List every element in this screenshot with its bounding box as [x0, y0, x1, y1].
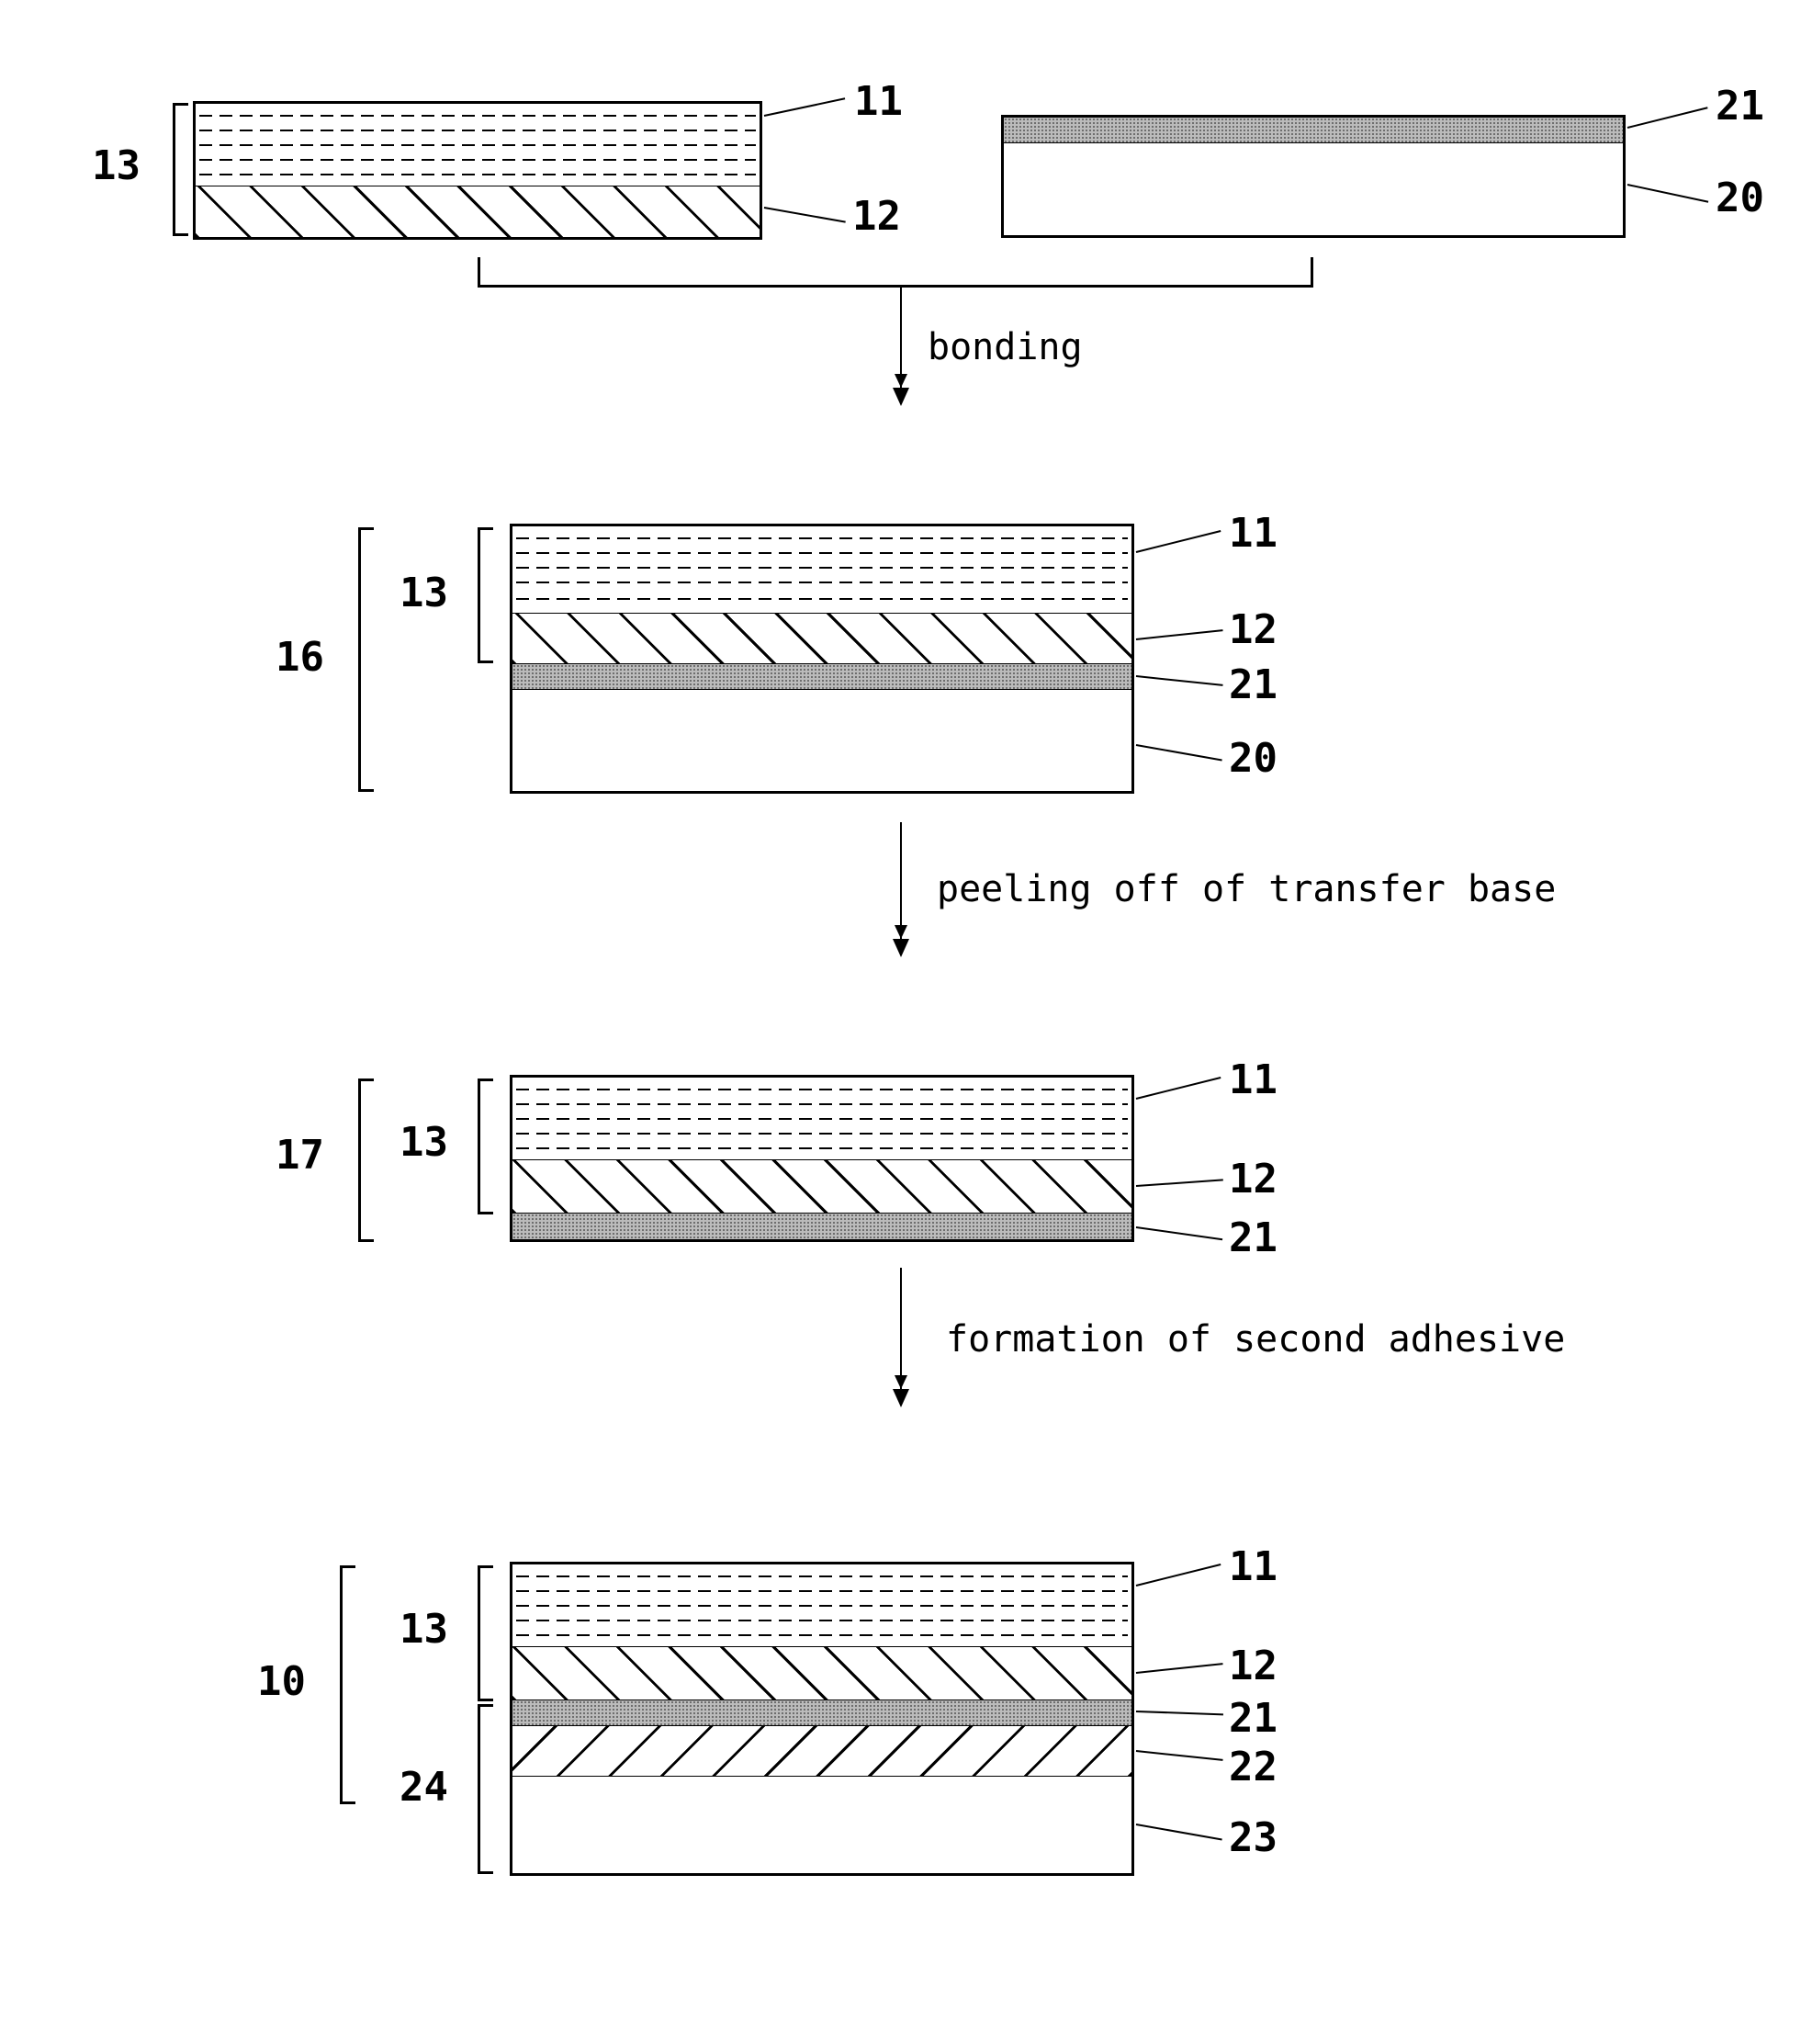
leader-12c: [1136, 1179, 1223, 1187]
layer-stack-13a: [193, 101, 762, 240]
leader-21c: [1136, 1226, 1222, 1240]
ref-16: 16: [276, 634, 324, 681]
ref-13b: 13: [400, 570, 448, 616]
leader-12d: [1136, 1663, 1223, 1674]
stage3: [510, 1075, 1134, 1242]
layer-11: [196, 104, 760, 186]
layer-stack-17: [510, 1075, 1134, 1242]
layer-21-s3: [512, 1214, 1131, 1239]
ref-21d: 21: [1229, 1695, 1278, 1742]
ref-12a: 12: [852, 193, 901, 240]
ref-23d: 23: [1229, 1814, 1278, 1861]
ref-20b: 20: [1229, 735, 1278, 782]
bracket-10: [340, 1565, 343, 1804]
ref-13c: 13: [400, 1119, 448, 1166]
label-formation: formation of second adhesive: [946, 1318, 1565, 1361]
ref-21c: 21: [1229, 1214, 1278, 1261]
layer-11-s3: [512, 1078, 1131, 1160]
layer-12: [196, 186, 760, 237]
layer-11-s4: [512, 1564, 1131, 1647]
leader-20a: [1627, 184, 1708, 203]
bracket-13a: [173, 103, 175, 236]
layer-11-s2: [512, 526, 1131, 614]
ref-12c: 12: [1229, 1156, 1278, 1203]
leader-21a: [1627, 107, 1708, 129]
stage1-right: [1001, 115, 1626, 238]
layer-12-s3: [512, 1160, 1131, 1214]
layer-stack-16: [510, 524, 1134, 794]
layer-12-s2: [512, 614, 1131, 664]
ref-21a: 21: [1716, 83, 1764, 130]
pattern-dashed: [196, 104, 760, 186]
ref-11d: 11: [1229, 1543, 1278, 1590]
leader-11c: [1136, 1077, 1221, 1100]
leader-11a: [764, 97, 845, 117]
leader-12a: [764, 207, 846, 223]
bracket-13b: [478, 527, 480, 663]
leader-21b: [1136, 675, 1223, 686]
layer-21-s4: [512, 1700, 1131, 1726]
layer-stack-10: [510, 1562, 1134, 1876]
bracket-16: [358, 527, 361, 792]
join-vert-left: [478, 257, 480, 288]
layer-21-s2: [512, 664, 1131, 690]
ref-21b: 21: [1229, 661, 1278, 708]
ref-13d: 13: [400, 1606, 448, 1653]
ref-22d: 22: [1229, 1744, 1278, 1790]
label-peeling: peeling off of transfer base: [937, 868, 1556, 910]
leader-11d: [1136, 1564, 1221, 1587]
join-vert-right: [1311, 257, 1313, 288]
ref-13a: 13: [92, 142, 141, 189]
bracket-17: [358, 1078, 361, 1242]
ref-11a: 11: [854, 78, 903, 125]
leader-23d: [1136, 1824, 1222, 1840]
bracket-13c: [478, 1078, 480, 1214]
ref-10: 10: [257, 1658, 306, 1705]
leader-11b: [1136, 530, 1221, 553]
ref-11c: 11: [1229, 1056, 1278, 1103]
layer-23-s4: [512, 1777, 1131, 1873]
leader-22d: [1136, 1750, 1223, 1761]
ref-12b: 12: [1229, 606, 1278, 653]
bracket-24: [478, 1704, 480, 1874]
layer-22-s4: [512, 1726, 1131, 1777]
layer-12-s4: [512, 1647, 1131, 1700]
ref-11b: 11: [1229, 510, 1278, 557]
layer-20: [1004, 143, 1623, 235]
ref-20a: 20: [1716, 175, 1764, 221]
layer-20-s2: [512, 690, 1131, 791]
arrow-bonding: [900, 285, 902, 404]
ref-17: 17: [276, 1132, 324, 1179]
layer-21: [1004, 118, 1623, 143]
stage4: [510, 1562, 1134, 1876]
join-horizontal: [478, 285, 1313, 288]
arrow-peeling: [900, 822, 902, 955]
leader-20b: [1136, 744, 1222, 761]
arrow-formation: [900, 1268, 902, 1406]
stage2: [510, 524, 1134, 794]
layer-stack-20-21: [1001, 115, 1626, 238]
label-bonding: bonding: [928, 326, 1083, 368]
ref-24: 24: [400, 1764, 448, 1811]
ref-12d: 12: [1229, 1643, 1278, 1689]
bracket-13d: [478, 1565, 480, 1701]
stage1-left: [193, 101, 762, 240]
leader-21d: [1136, 1711, 1223, 1715]
leader-12b: [1136, 629, 1223, 640]
